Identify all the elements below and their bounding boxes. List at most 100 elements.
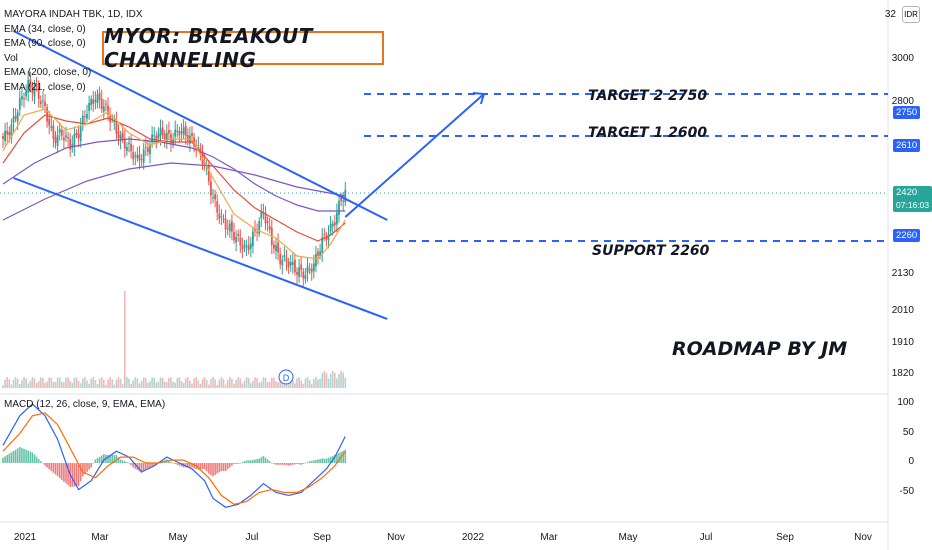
candle-body [306,266,309,273]
candle-body [159,128,162,137]
macd-histogram-bar [119,459,122,463]
candle-body [18,98,21,110]
volume-bar [54,381,57,388]
volume-bar [268,381,271,388]
legend-ema-200[interactable]: EMA (200, close, 0) [4,67,92,79]
candle-body [16,112,19,122]
candle-body [199,147,202,152]
volume-bar [199,384,202,388]
candle-body [119,134,122,142]
candle-body [65,135,67,138]
candle-body [212,197,214,199]
candle-body [216,201,219,213]
candle-body [92,99,95,105]
macd-histogram-bar [239,463,242,464]
macd-histogram-bar [37,459,40,463]
currency-badge[interactable]: IDR [902,6,920,23]
volume-bar [334,372,336,388]
macd-histogram-bar [77,463,80,487]
macd-histogram-bar [61,463,63,480]
candle-body [121,132,124,139]
candle-body [88,103,90,111]
macd-histogram-bar [233,463,235,464]
macd-histogram-bar [75,463,78,487]
macd-histogram-bar [277,463,279,465]
x-tick-label: Nov [854,532,872,543]
volume-bar [266,382,269,388]
candle-body [86,113,88,119]
candle-body [84,116,86,118]
volume-bar [275,381,277,388]
macd-histogram-bar [203,463,206,470]
macd-legend[interactable]: MACD (12, 26, close, 9, EMA, EMA) [4,399,166,410]
macd-histogram-bar [323,458,326,463]
bar-countdown: 07:16:03 [896,200,930,210]
ema-90-line [2,138,346,212]
macd-histogram-bar [149,463,151,468]
volume-bar [216,384,218,388]
candle-body [79,126,82,142]
volume-bar [4,379,6,388]
macd-histogram-bar [86,463,88,472]
legend-ema-90[interactable]: EMA (90, close, 0) [4,38,86,50]
macd-histogram-bar [287,463,290,466]
macd-histogram-bar [35,456,38,463]
x-tick-label: Mar [540,532,558,543]
macd-histogram-bar [336,453,338,463]
macd-histogram-bar [56,463,59,477]
candle-body [75,132,78,135]
legend-ema-21[interactable]: EMA (21, close, 0) [4,81,86,93]
volume-bar [245,377,248,388]
chart-title-annotation: MYOR: BREAKOUT CHANNELING [102,24,384,72]
volume-bar [44,382,46,388]
volume-bar [117,377,120,388]
macd-histogram-bar [212,463,214,477]
candle-body [214,194,216,200]
candle-body [35,85,38,87]
macd-histogram-bar [151,463,153,467]
volume-bar [273,377,275,388]
candle-body [21,96,23,100]
volume-bar [279,377,281,388]
macd-histogram-bar [115,455,118,463]
macd-histogram-bar [42,463,44,464]
volume-bar [241,383,244,388]
macd-histogram-bar [329,456,332,463]
volume-bar [77,380,80,388]
macd-histogram-bar [33,454,36,463]
candle-body [336,212,338,225]
candle-body [180,131,183,134]
macd-histogram-bar [222,463,225,471]
macd-histogram-bar [191,463,193,468]
macd-histogram-bar [252,459,254,463]
volume-bar [105,384,107,388]
volume-bar [147,382,149,388]
volume-bar [197,380,200,388]
candle-body [96,94,99,103]
candle-body [123,138,126,149]
macd-histogram-bar [96,458,99,463]
volume-bar [37,380,40,388]
macd-histogram-bar [197,463,200,470]
macd-histogram-bar [258,458,260,463]
macd-histogram-bar [111,455,113,463]
macd-tick-label: 0 [908,456,914,467]
macd-histogram-bar [208,463,210,474]
macd-histogram-bar [302,463,305,464]
legend-ema-34[interactable]: EMA (34, close, 0) [4,23,86,35]
macd-histogram-bar [281,463,284,465]
volume-bar [174,382,176,388]
volume-bar [308,379,311,388]
volume-bar [331,371,334,388]
volume-bar [254,377,256,388]
macd-histogram-bar [189,463,191,468]
volume-bar [136,378,139,388]
volume-bar [33,378,36,388]
candle-body [153,135,156,137]
macd-histogram-bar [283,463,286,465]
legend-volume[interactable]: Vol [4,52,18,64]
y-tick-label: 1820 [891,368,914,379]
macd-histogram-bar [124,461,126,463]
macd-histogram-bar [140,463,143,473]
